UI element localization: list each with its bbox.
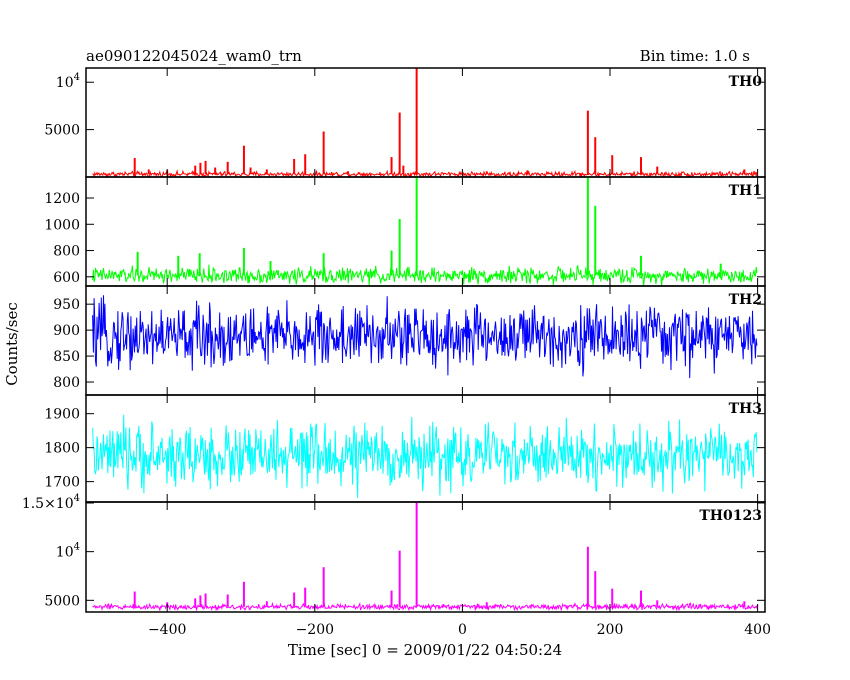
series-label: TH0123 [699,508,762,524]
series-trace-th3 [92,414,758,498]
series-label: TH3 [729,401,762,417]
series-trace-th2 [92,295,758,379]
y-tick-label: 104 [56,542,80,561]
y-tick-label: 1000 [44,217,80,233]
y-tick-label: 1900 [44,407,80,423]
y-tick-label: 800 [53,244,80,260]
y-tick-label: 800 [53,375,80,391]
y-tick-label: 1200 [44,191,80,207]
y-tick-label: 5000 [44,593,80,609]
y-tick-label: 1700 [44,475,80,491]
panels: 5000 104 TH0 600 800 1000 1200 TH1 800 850 900 950 T… [22,67,771,638]
series-trace-th0123 [92,601,758,612]
y-axis-label: Counts/sec [3,302,21,386]
series-trace-th1 [92,264,758,286]
y-tick-label: 950 [53,297,80,313]
x-tick-label: 200 [597,622,624,638]
x-tick-label: −400 [148,622,186,638]
chart-title: ae090122045024_wam0_trn [86,47,302,65]
panel-frame [85,67,766,178]
y-tick-label: 1800 [44,441,80,457]
panel-frame [85,501,766,613]
y-tick-label: 900 [53,323,80,339]
x-axis-label: Time [sec] 0 = 2009/01/22 04:50:24 [288,641,562,659]
x-tick-label: 0 [458,622,467,638]
x-tick-label: 400 [744,622,771,638]
y-tick-label: 600 [53,270,80,286]
series-trace-th0 [92,169,758,177]
panel-th3: 1700 1800 1900 TH3 [44,394,766,503]
panel-th2: 800 850 900 950 TH2 [53,285,766,396]
panel-th1: 600 800 1000 1200 TH1 [44,176,766,287]
series-label: TH2 [729,292,762,308]
y-tick-label: 104 [56,72,80,91]
y-tick-label: 850 [53,349,80,365]
panel-th0123: 5000 104 1.5×104 TH0123 [22,493,766,613]
bin-time-label: Bin time: 1.0 s [640,47,750,65]
series-label: TH1 [729,183,762,199]
y-tick-label: 1.5×104 [22,493,80,512]
series-label: TH0 [729,74,763,90]
y-tick-label: 5000 [44,123,80,139]
panel-th0: 5000 104 TH0 [44,67,766,178]
x-tick-label: −200 [296,622,334,638]
